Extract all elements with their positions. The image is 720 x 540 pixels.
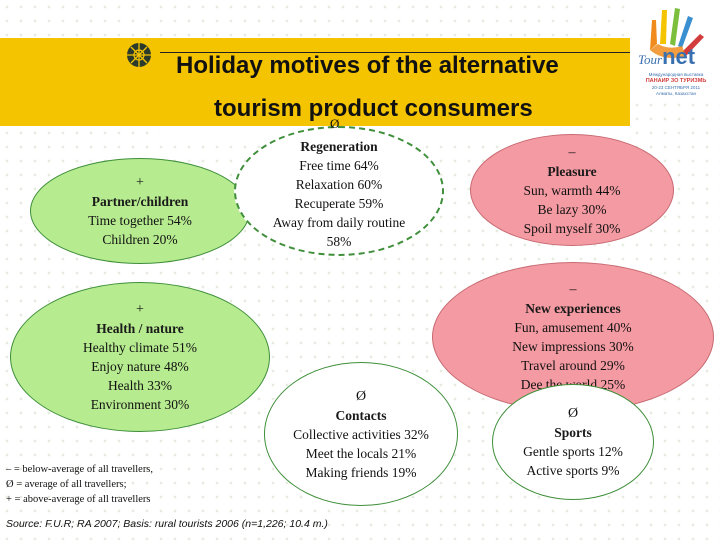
motive-heading: Regeneration [300, 139, 378, 154]
motive-partner-children: + Partner/children Time together 54% Chi… [30, 158, 250, 264]
motive-line: Collective activities 32% [293, 426, 429, 442]
legend: – = below-average of all travellers, Ø =… [6, 462, 206, 507]
motive-heading: Health / nature [96, 321, 184, 336]
motive-line: Environment 30% [90, 397, 190, 412]
motive-heading: Partner/children [91, 194, 189, 209]
title-band-gap [160, 126, 630, 136]
motive-line: Relaxation 60% [295, 177, 383, 192]
title-symbol: Ø [330, 116, 340, 131]
hand-logo-icon [650, 8, 704, 58]
motive-line: Meet the locals 21% [305, 445, 417, 461]
motive-sports: Ø Sports Gentle sports 12% Active sports… [492, 384, 654, 500]
page-title-line1: Holiday motives of the alternative [176, 52, 559, 79]
motive-line: Gentle sports 12% [523, 444, 623, 459]
motive-symbol: Ø [355, 388, 367, 404]
motive-line: Recuperate 59% [294, 196, 384, 211]
title-rule [160, 52, 630, 53]
logo-brand-b: net [662, 44, 696, 69]
motive-health-nature: + Health / nature Healthy climate 51% En… [10, 282, 270, 432]
motive-line: Travel around 29% [521, 358, 625, 373]
motive-symbol: + [136, 302, 144, 317]
motive-heading: Contacts [335, 407, 387, 423]
logo-line4: Алматы, Казахстан [655, 91, 696, 96]
legend-item-above: + = above-average of all travellers [6, 494, 151, 505]
page-title-line2: tourism product consumers [214, 95, 614, 123]
motive-line: Health 33% [107, 378, 173, 393]
motive-line: Away from daily routine [272, 215, 406, 230]
motive-line: New impressions 30% [512, 339, 634, 354]
motive-symbol: + [136, 175, 144, 190]
motive-line: Spoil myself 30% [523, 220, 621, 236]
motive-line: Making friends 19% [305, 464, 417, 480]
logo-line2: ПАНАИР ЗО ТУРИЗМЬ [645, 78, 707, 84]
logo-line1: Международная выставка [648, 72, 704, 77]
motive-line: Sun, warmth 44% [523, 182, 621, 198]
motive-line: Active sports 9% [526, 463, 620, 478]
legend-item-below: – = below-average of all travellers, [6, 464, 154, 475]
motive-contacts: Ø Contacts Collective activities 32% Mee… [264, 362, 458, 506]
motive-line: Time together 54% [88, 213, 192, 228]
motive-line: Free time 64% [299, 158, 379, 173]
motive-line: Healthy climate 51% [83, 340, 197, 355]
motive-regeneration: Regeneration Free time 64% Relaxation 60… [234, 126, 444, 256]
source-note: Source: F.U.R; RA 2007; Basis: rural tou… [6, 518, 328, 530]
motive-line: Fun, amusement 40% [514, 320, 632, 335]
motive-symbol: – [569, 282, 577, 297]
legend-item-average: Ø = average of all travellers; [6, 479, 127, 490]
motive-line: Be lazy 30% [537, 201, 607, 217]
page-title-line2-text: tourism product consumers [214, 95, 533, 122]
logo-line3: 20-23 СЕНТЯБРЯ 2011 [651, 85, 701, 90]
motive-pleasure: – Pleasure Sun, warmth 44% Be lazy 30% S… [470, 134, 674, 246]
motive-heading: New experiences [525, 301, 621, 316]
globe-ornament-icon [127, 43, 151, 67]
motive-heading: Pleasure [547, 163, 597, 179]
logo-brand-a: Tour [638, 52, 663, 67]
motive-line: Children 20% [102, 232, 178, 247]
tournet-logo: Tournet Международная выставка ПАНАИР ЗО… [630, 0, 720, 100]
motive-symbol: Ø [567, 406, 579, 421]
motive-line: Enjoy nature 48% [91, 359, 189, 374]
motive-heading: Sports [554, 425, 592, 440]
motive-symbol: – [568, 144, 576, 160]
motive-line: 58% [326, 234, 352, 249]
